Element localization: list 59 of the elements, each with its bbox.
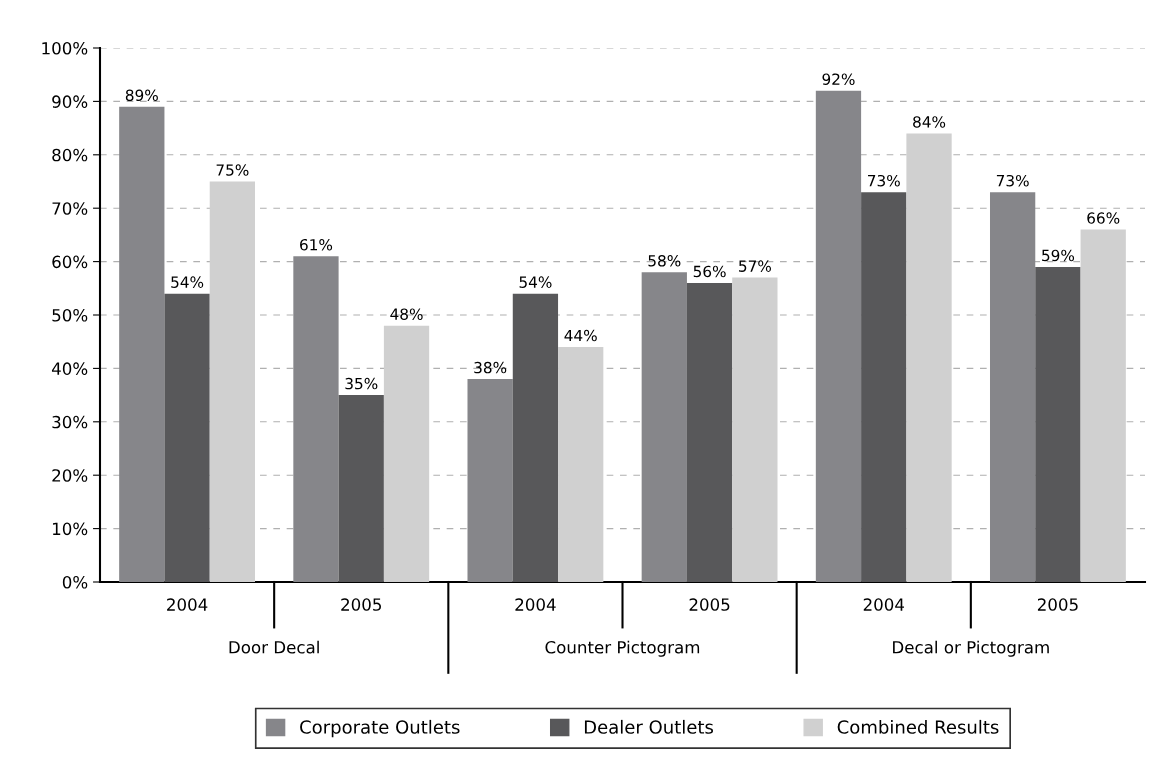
text: Counter Pictogram xyxy=(545,640,700,657)
legend-label: Combined Results xyxy=(837,719,999,734)
data-label: 92% xyxy=(822,73,855,85)
data-label: 73% xyxy=(868,174,900,187)
data-label: 54% xyxy=(519,276,552,288)
y-tick-label: 100% xyxy=(42,41,88,55)
data-label: 44% xyxy=(564,329,597,342)
data-label: 56% xyxy=(693,265,726,278)
bar xyxy=(1080,229,1126,582)
bar xyxy=(467,379,513,582)
data-label: 48% xyxy=(390,308,423,320)
y-tick-label: 90% xyxy=(52,95,88,108)
bar xyxy=(293,256,339,582)
bar xyxy=(989,192,1036,582)
y-tick-label: 60% xyxy=(52,255,88,269)
x-tick-label: 2005 xyxy=(1037,598,1078,611)
data-label: 89% xyxy=(125,89,158,101)
data-label: 84% xyxy=(913,116,946,128)
y-tick-label: 70% xyxy=(52,202,88,215)
x-tick-label: 2005 xyxy=(689,598,730,611)
data-label: 57% xyxy=(739,260,771,272)
x-tick-label: 2004 xyxy=(167,598,208,611)
data-label: 59% xyxy=(1042,249,1075,262)
y-tick-label: 30% xyxy=(52,415,88,429)
y-tick-label: 40% xyxy=(51,362,88,375)
bar xyxy=(338,395,384,582)
bar xyxy=(119,106,165,582)
data-label: 75% xyxy=(216,164,249,176)
bar xyxy=(558,347,604,582)
data-label: 73% xyxy=(996,174,1029,187)
bar xyxy=(686,282,733,582)
bar xyxy=(861,192,907,582)
bar xyxy=(383,325,430,582)
data-label: 54% xyxy=(171,276,204,288)
x-tick-label: 2004 xyxy=(863,598,905,611)
y-tick-label: 80% xyxy=(52,148,88,162)
bar xyxy=(1035,266,1081,582)
x-tick-label: 2005 xyxy=(341,598,381,611)
legend-label: Corporate Outlets xyxy=(300,719,460,738)
y-tick-label: 50% xyxy=(52,308,88,322)
bar xyxy=(815,90,862,582)
data-label: 38% xyxy=(474,361,507,374)
bar xyxy=(164,293,210,582)
data-label: 58% xyxy=(648,254,681,267)
text: Door Decal xyxy=(229,640,319,654)
bar xyxy=(732,277,778,582)
text: Decal or Pictogram xyxy=(893,640,1049,657)
bar xyxy=(641,272,687,582)
data-label: 61% xyxy=(300,238,333,251)
bar xyxy=(512,293,559,582)
y-tick-label: 20% xyxy=(52,469,88,482)
data-label: 35% xyxy=(345,377,378,390)
x-tick-label: 2004 xyxy=(515,598,556,611)
y-tick-label: 10% xyxy=(52,522,88,536)
y-tick-label: 0% xyxy=(62,575,88,589)
data-label: 66% xyxy=(1087,212,1120,224)
bar xyxy=(906,133,952,582)
bar xyxy=(209,181,256,582)
legend-label: Dealer Outlets xyxy=(584,719,714,734)
